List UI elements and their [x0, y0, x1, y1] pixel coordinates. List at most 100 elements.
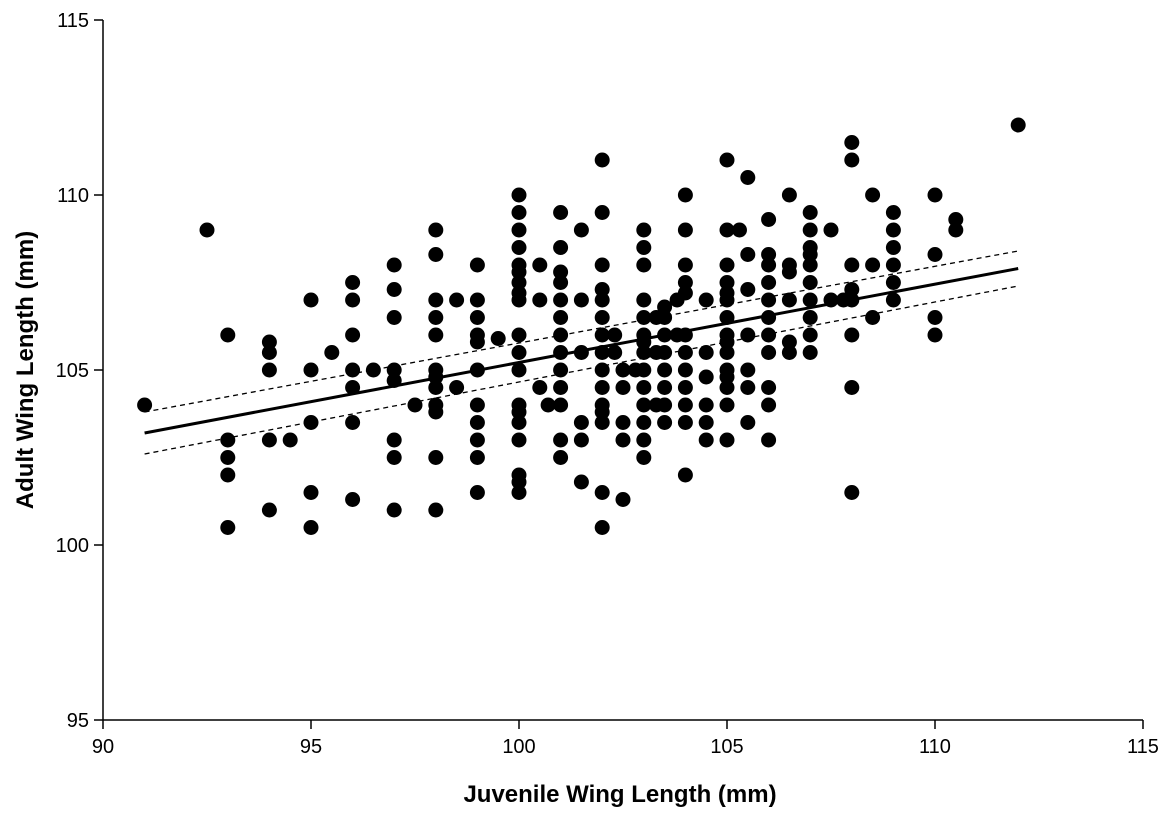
data-point: [865, 310, 881, 325]
y-tick-label: 115: [57, 10, 89, 32]
data-point: [948, 212, 964, 227]
data-point: [553, 205, 569, 220]
data-point: [553, 397, 569, 413]
data-point: [407, 397, 423, 413]
data-point: [511, 264, 527, 280]
data-point: [511, 362, 527, 378]
data-point: [428, 222, 444, 238]
data-point: [469, 432, 485, 448]
data-point: [802, 275, 818, 290]
data-point: [719, 432, 735, 448]
data-point: [698, 369, 714, 385]
data-point: [345, 292, 361, 308]
data-point: [885, 222, 901, 238]
y-tick-label: 110: [57, 185, 89, 207]
data-point: [677, 285, 693, 301]
data-point: [636, 240, 652, 255]
data-point: [657, 299, 673, 315]
data-point: [677, 275, 693, 290]
data-point: [657, 380, 673, 395]
data-point: [657, 310, 673, 325]
data-point: [761, 257, 777, 273]
data-point: [677, 397, 693, 413]
data-point: [511, 432, 527, 448]
data-point: [428, 327, 444, 343]
data-point: [761, 380, 777, 395]
data-point: [761, 345, 777, 360]
data-point: [594, 327, 610, 343]
data-point: [303, 415, 319, 430]
data-point: [469, 292, 485, 308]
data-point: [698, 415, 714, 430]
data-point: [636, 310, 652, 325]
data-point: [802, 310, 818, 325]
data-point: [719, 222, 735, 238]
data-point: [573, 222, 589, 238]
data-point: [844, 257, 860, 273]
data-point: [220, 450, 236, 465]
data-point: [469, 257, 485, 273]
data-point: [553, 264, 569, 280]
data-point: [428, 310, 444, 325]
data-point: [345, 362, 361, 378]
data-points: [137, 117, 1026, 535]
data-point: [698, 345, 714, 360]
data-point: [636, 397, 652, 413]
data-point: [469, 397, 485, 413]
data-point: [386, 257, 402, 273]
data-point: [261, 334, 277, 350]
data-point: [386, 282, 402, 297]
data-point: [553, 310, 569, 325]
data-point: [802, 292, 818, 308]
data-point: [573, 292, 589, 308]
x-tick-label: 100: [502, 736, 535, 758]
data-point: [740, 415, 756, 430]
data-point: [802, 345, 818, 360]
data-point: [511, 404, 527, 420]
data-point: [345, 492, 361, 507]
data-point: [220, 327, 236, 343]
data-point: [761, 397, 777, 413]
data-point: [607, 327, 623, 343]
data-point: [781, 345, 797, 360]
data-point: [677, 345, 693, 360]
data-point: [303, 362, 319, 378]
data-point: [781, 334, 797, 350]
ci-upper-line: [144, 250, 1019, 413]
data-point: [677, 467, 693, 483]
data-point: [386, 310, 402, 325]
data-point: [719, 275, 735, 290]
data-point: [220, 520, 236, 535]
data-point: [532, 292, 548, 308]
data-point: [761, 327, 777, 343]
data-point: [261, 362, 277, 378]
data-point: [698, 432, 714, 448]
data-point: [261, 345, 277, 360]
data-point: [927, 247, 943, 262]
data-point: [657, 397, 673, 413]
data-point: [615, 380, 631, 395]
data-point: [844, 282, 860, 297]
data-point: [345, 327, 361, 343]
data-point: [719, 397, 735, 413]
y-tick-label: 105: [56, 360, 89, 382]
data-point: [261, 502, 277, 518]
data-point: [594, 282, 610, 297]
x-tick-label: 105: [710, 736, 743, 758]
data-point: [282, 432, 298, 448]
y-tick-label: 95: [67, 710, 89, 732]
data-point: [740, 380, 756, 395]
data-point: [261, 432, 277, 448]
data-point: [324, 345, 340, 360]
data-point: [740, 170, 756, 185]
data-point: [553, 432, 569, 448]
data-point: [511, 222, 527, 238]
data-point: [511, 327, 527, 343]
data-point: [636, 222, 652, 238]
data-point: [594, 415, 610, 430]
data-point: [719, 369, 735, 385]
data-point: [677, 222, 693, 238]
data-point: [740, 282, 756, 297]
x-axis-title: Juvenile Wing Length (mm): [463, 781, 776, 808]
